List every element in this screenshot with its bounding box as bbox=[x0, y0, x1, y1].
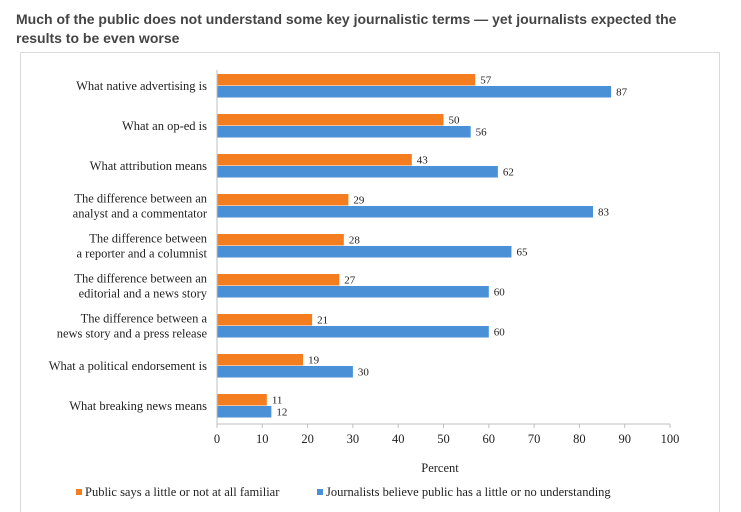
x-tick-label-80: 80 bbox=[573, 432, 586, 446]
bar-public-2 bbox=[217, 154, 412, 166]
bar-public-3 bbox=[217, 194, 349, 206]
x-axis-title: Percent bbox=[421, 461, 459, 475]
bar-journalists-7 bbox=[217, 366, 353, 378]
value-label-journalists-4: 65 bbox=[516, 247, 528, 259]
x-tick-label-40: 40 bbox=[392, 432, 405, 446]
chart-area-border bbox=[20, 52, 720, 512]
bar-public-5 bbox=[217, 274, 340, 286]
value-label-journalists-2: 62 bbox=[503, 167, 514, 179]
category-label-1: What an op-ed is bbox=[122, 119, 207, 133]
value-label-public-0: 57 bbox=[480, 75, 492, 87]
value-label-public-5: 27 bbox=[344, 275, 356, 287]
value-label-journalists-3: 83 bbox=[598, 207, 610, 219]
bar-public-8 bbox=[217, 394, 267, 406]
value-label-journalists-1: 56 bbox=[476, 127, 488, 139]
legend-label-journalists: Journalists believe public has a little … bbox=[326, 485, 611, 499]
value-label-public-8: 11 bbox=[272, 395, 283, 407]
legend-swatch-journalists bbox=[317, 489, 323, 495]
x-tick-label-20: 20 bbox=[301, 432, 314, 446]
value-label-public-7: 19 bbox=[308, 355, 320, 367]
x-tick-label-30: 30 bbox=[347, 432, 360, 446]
bar-public-0 bbox=[217, 74, 476, 86]
x-tick-label-10: 10 bbox=[256, 432, 269, 446]
value-label-journalists-7: 30 bbox=[358, 367, 370, 379]
bar-public-6 bbox=[217, 314, 313, 326]
bar-journalists-4 bbox=[217, 246, 512, 258]
legend-label-public: Public says a little or not at all famil… bbox=[85, 485, 280, 499]
bar-journalists-1 bbox=[217, 126, 471, 138]
bar-journalists-3 bbox=[217, 206, 593, 218]
bar-journalists-6 bbox=[217, 326, 489, 338]
value-label-public-4: 28 bbox=[349, 235, 361, 247]
x-tick-label-60: 60 bbox=[483, 432, 496, 446]
x-tick-label-100: 100 bbox=[661, 432, 680, 446]
category-label-5-line1: editorial and a news story bbox=[79, 286, 208, 300]
value-label-journalists-0: 87 bbox=[616, 87, 628, 99]
category-label-5-line0: The difference between an bbox=[74, 271, 207, 285]
value-label-public-6: 21 bbox=[317, 315, 328, 327]
category-label-8: What breaking news means bbox=[69, 399, 207, 413]
x-tick-label-90: 90 bbox=[618, 432, 631, 446]
category-label-4-line0: The difference between bbox=[89, 231, 208, 245]
category-label-2: What attribution means bbox=[90, 159, 207, 173]
category-label-4-line1: a reporter and a columnist bbox=[76, 246, 207, 260]
bar-journalists-8 bbox=[217, 406, 272, 418]
chart-title: Much of the public does not understand s… bbox=[16, 11, 677, 46]
x-tick-label-0: 0 bbox=[214, 432, 220, 446]
value-label-public-3: 29 bbox=[353, 195, 365, 207]
bar-public-4 bbox=[217, 234, 344, 246]
legend-swatch-public bbox=[76, 489, 82, 495]
x-tick-label-70: 70 bbox=[528, 432, 541, 446]
value-label-journalists-6: 60 bbox=[494, 327, 506, 339]
bar-public-7 bbox=[217, 354, 304, 366]
value-label-public-1: 50 bbox=[449, 115, 461, 127]
value-label-journalists-5: 60 bbox=[494, 287, 506, 299]
category-label-6-line1: news story and a press release bbox=[57, 326, 208, 340]
category-label-0: What native advertising is bbox=[76, 79, 207, 93]
bar-journalists-2 bbox=[217, 166, 498, 178]
bar-journalists-0 bbox=[217, 86, 612, 98]
category-label-7: What a political endorsement is bbox=[49, 359, 207, 373]
value-label-public-2: 43 bbox=[417, 155, 429, 167]
category-label-3-line1: analyst and a commentator bbox=[73, 206, 208, 220]
category-label-6-line0: The difference between a bbox=[81, 311, 208, 325]
bar-public-1 bbox=[217, 114, 444, 126]
category-label-3-line0: The difference between an bbox=[74, 191, 207, 205]
value-label-journalists-8: 12 bbox=[276, 407, 287, 419]
bar-journalists-5 bbox=[217, 286, 489, 298]
x-tick-label-50: 50 bbox=[437, 432, 450, 446]
